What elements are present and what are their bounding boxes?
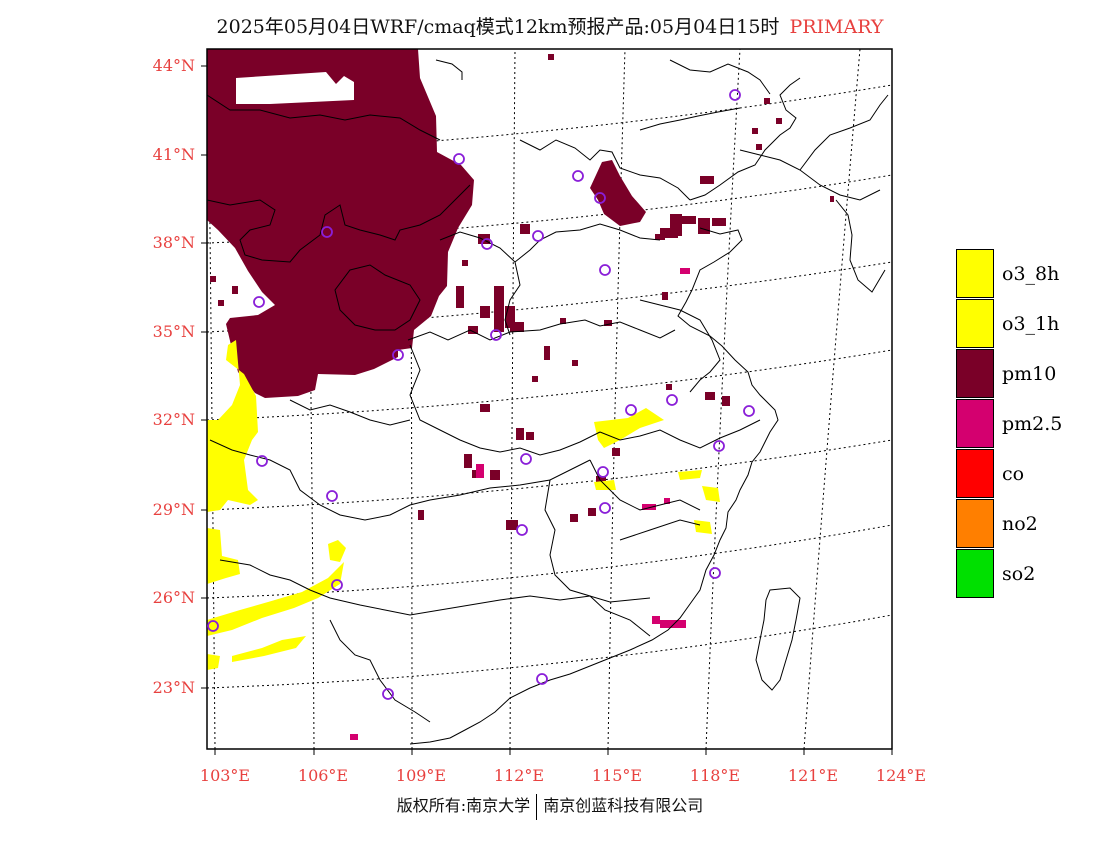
map-title: 2025年05月04日WRF/cmaq模式12km预报产品:05月04日15时 P… <box>0 12 1100 39</box>
pm25-patches <box>350 268 690 740</box>
legend-swatch <box>956 449 994 498</box>
legend-label: co <box>1002 463 1025 485</box>
legend-item-pm25: pm2.5 <box>956 399 1062 449</box>
map-frame <box>206 48 893 750</box>
legend-swatch <box>956 299 994 348</box>
lat-ticks <box>201 65 207 689</box>
lat-label-23: 23°N <box>152 678 195 697</box>
lon-ticks <box>214 749 893 755</box>
legend-label: pm10 <box>1002 363 1057 385</box>
legend-item-co: co <box>956 449 1062 499</box>
lat-label-26: 26°N <box>152 588 195 607</box>
lat-label-38: 38°N <box>152 233 195 252</box>
copyright-divider <box>536 793 538 820</box>
lon-label-103: 103°E <box>199 766 251 785</box>
legend-label: o3_8h <box>1002 263 1060 285</box>
lat-label-41: 41°N <box>152 145 195 164</box>
o3-regions <box>207 340 720 670</box>
copyright-footer: 版权所有:南京大学 南京创蓝科技有限公司 <box>0 792 1100 820</box>
lon-label-115: 115°E <box>591 766 643 785</box>
lon-label-124: 124°E <box>875 766 927 785</box>
lat-label-35: 35°N <box>152 322 195 341</box>
legend-swatch <box>956 349 994 398</box>
pm10-patches <box>208 54 834 630</box>
legend-label: no2 <box>1002 513 1038 535</box>
pm10-hole <box>236 72 354 104</box>
title-text: 2025年05月04日WRF/cmaq模式12km预报产品:05月04日15时 <box>216 16 780 38</box>
legend-swatch <box>956 399 994 448</box>
lon-label-118: 118°E <box>689 766 741 785</box>
lon-label-112: 112°E <box>493 766 545 785</box>
legend-label: pm2.5 <box>1002 413 1063 435</box>
legend-swatch <box>956 249 994 298</box>
copyright-left: 版权所有:南京大学 <box>396 796 531 815</box>
lat-label-44: 44°N <box>152 56 195 75</box>
lon-label-106: 106°E <box>297 766 349 785</box>
pm10-region-northwest <box>207 49 474 398</box>
copyright-right: 南京创蓝科技有限公司 <box>543 796 704 815</box>
legend-swatch <box>956 499 994 548</box>
legend-item-o3-8h: o3_8h <box>956 249 1062 299</box>
lon-label-109: 109°E <box>395 766 447 785</box>
legend-item-pm10: pm10 <box>956 349 1062 399</box>
legend-swatch <box>956 549 994 598</box>
title-tag: PRIMARY <box>789 16 884 38</box>
legend-label: o3_1h <box>1002 313 1060 335</box>
lat-label-32: 32°N <box>152 410 195 429</box>
legend: o3_8h o3_1h pm10 pm2.5 co no2 so2 <box>956 249 1062 599</box>
lon-label-121: 121°E <box>787 766 839 785</box>
station-markers <box>207 89 755 700</box>
lat-label-29: 29°N <box>152 500 195 519</box>
legend-item-so2: so2 <box>956 549 1062 599</box>
legend-item-no2: no2 <box>956 499 1062 549</box>
legend-item-o3-1h: o3_1h <box>956 299 1062 349</box>
legend-label: so2 <box>1002 563 1036 585</box>
